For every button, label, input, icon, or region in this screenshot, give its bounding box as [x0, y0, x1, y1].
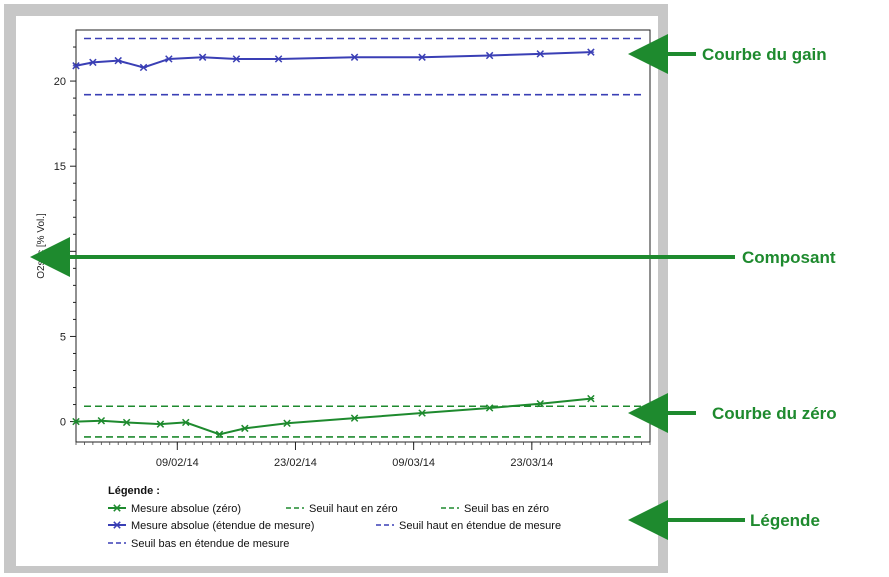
callout-legend: Légende	[628, 500, 820, 540]
data-point	[536, 50, 544, 58]
x-axis-ticks: 09/02/14 23/02/14 09/03/14 23/03/14	[75, 442, 651, 469]
data-point	[89, 58, 97, 67]
x-tick-label: 23/03/14	[510, 457, 553, 469]
legend-label: Mesure absolue (zéro)	[131, 503, 241, 515]
legend-item: Seuil haut en étendue de mesure	[376, 520, 561, 532]
plot-area	[75, 29, 651, 443]
callout-zero: Courbe du zéro	[628, 393, 837, 433]
data-point	[418, 53, 426, 61]
data-point	[114, 56, 122, 65]
data-point	[274, 55, 283, 63]
x-tick-label: 09/02/14	[156, 457, 199, 469]
legend-title: Légende :	[108, 485, 160, 497]
data-point	[350, 414, 359, 422]
callout-component-label: Composant	[742, 248, 836, 267]
data-point	[418, 409, 426, 417]
data-point	[283, 419, 291, 428]
legend-label: Seuil haut en zéro	[309, 503, 398, 515]
data-point	[72, 417, 80, 426]
legend-label: Seuil haut en étendue de mesure	[399, 520, 561, 532]
series-layer	[72, 37, 644, 439]
legend: Légende : Mesure absolue (zéro) Seuil haut…	[108, 485, 561, 550]
data-point	[122, 418, 131, 427]
data-point	[587, 394, 595, 403]
callout-gain: Courbe du gain	[628, 34, 827, 74]
legend-item: Seuil bas en zéro	[441, 503, 549, 515]
data-point	[587, 48, 595, 56]
legend-item: Mesure absolue (zéro)	[108, 503, 241, 515]
data-point	[97, 416, 106, 425]
data-point	[182, 418, 190, 427]
callout-zero-label: Courbe du zéro	[712, 404, 837, 423]
legend-item: Seuil bas en étendue de mesure	[108, 538, 289, 550]
data-point	[165, 55, 173, 63]
legend-item: Seuil haut en zéro	[286, 503, 398, 515]
legend-marker	[113, 504, 121, 512]
callout-gain-label: Courbe du gain	[702, 45, 827, 64]
callout-component: Composant	[30, 237, 836, 277]
data-point	[232, 55, 241, 63]
data-point	[350, 53, 359, 61]
y-tick-label: 15	[54, 161, 66, 173]
y-tick-label: 5	[60, 331, 66, 343]
legend-marker	[113, 521, 121, 529]
y-tick-label: 20	[54, 76, 66, 88]
chart-panel: 0 5 10 15 20 09/02/14 23/02/14 09/03/14 23/03/1…	[16, 16, 658, 566]
y-tick-label: 0	[60, 417, 66, 429]
data-point	[198, 53, 207, 61]
data-point	[72, 62, 80, 70]
callout-legend-label: Légende	[750, 511, 820, 530]
data-point	[485, 51, 494, 60]
legend-label: Seuil bas en zéro	[464, 503, 549, 515]
figure-frame: 0 5 10 15 20 09/02/14 23/02/14 09/03/14 23/03/1…	[4, 4, 668, 573]
x-tick-label: 09/03/14	[392, 457, 435, 469]
data-point	[139, 63, 148, 72]
data-point	[241, 424, 249, 433]
legend-item: Mesure absolue (étendue de mesure)	[108, 520, 314, 532]
legend-label: Seuil bas en étendue de mesure	[131, 538, 289, 550]
x-tick-label: 23/02/14	[274, 457, 317, 469]
legend-label: Mesure absolue (étendue de mesure)	[131, 520, 314, 532]
data-point	[156, 420, 165, 428]
